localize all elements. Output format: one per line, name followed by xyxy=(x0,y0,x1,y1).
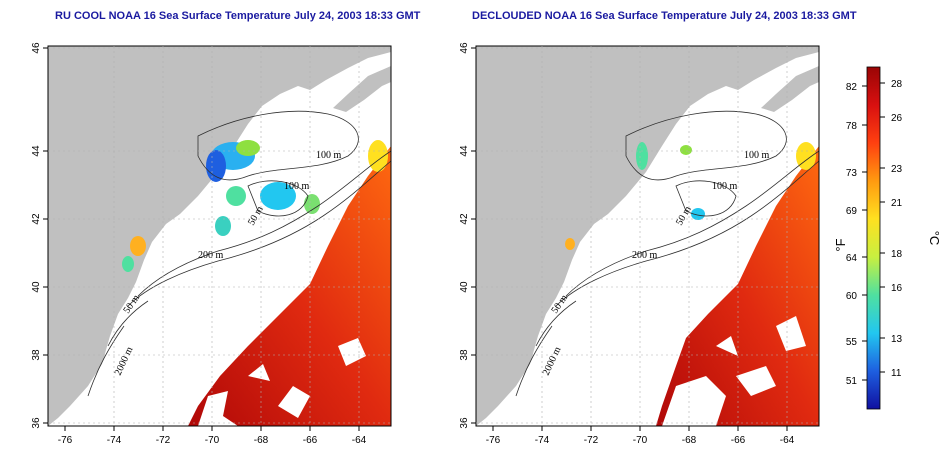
fahrenheit-tick-label: 82 xyxy=(846,82,858,93)
land-nova-scotia xyxy=(761,66,819,112)
fahrenheit-tick-label: 51 xyxy=(846,376,858,387)
fahrenheit-tick-label: 64 xyxy=(846,253,858,264)
celsius-tick-label: 16 xyxy=(891,283,903,294)
fahrenheit-tick-label: 60 xyxy=(846,291,858,302)
fahrenheit-tick-label: 78 xyxy=(846,121,858,132)
land-mass xyxy=(476,46,819,426)
celsius-tick-label: 28 xyxy=(891,79,903,90)
lon-tick-label: -70 xyxy=(633,435,648,446)
fahrenheit-tick-label: 55 xyxy=(846,337,858,348)
sst-patches-cool xyxy=(565,142,816,250)
map-panel-raw: 100 m 100 m 200 m 50 m 50 m 2000 m xyxy=(47,45,392,427)
lon-tick-label: -72 xyxy=(584,435,599,446)
lon-tick-label: -64 xyxy=(780,435,795,446)
contour-label-100m-a: 100 m xyxy=(316,150,342,161)
contour-label-200m: 200 m xyxy=(632,250,658,261)
axes-declouded: -76 -74 -72 -70 -68 -66 -64 36 38 40 42 44 46 xyxy=(459,42,819,446)
contour-label-200m: 200 m xyxy=(198,250,224,261)
lon-tick-label: -68 xyxy=(682,435,697,446)
colorbar-gradient xyxy=(866,66,881,410)
fahrenheit-unit-label: °F xyxy=(833,238,848,251)
sst-warm-region xyxy=(656,146,819,426)
lat-tick-label: 40 xyxy=(459,281,470,293)
lat-tick-label: 36 xyxy=(31,417,42,429)
fahrenheit-tick-label: 69 xyxy=(846,206,858,217)
lat-tick-label: 38 xyxy=(459,349,470,361)
lat-tick-label: 42 xyxy=(31,213,42,225)
map-title-raw: RU COOL NOAA 16 Sea Surface Temperature … xyxy=(55,10,421,22)
lat-tick-label: 38 xyxy=(31,349,42,361)
celsius-tick-label: 13 xyxy=(891,334,903,345)
contour-label-100m-a: 100 m xyxy=(744,150,770,161)
lat-tick-label: 36 xyxy=(459,417,470,429)
cloud-gaps xyxy=(662,316,806,426)
lon-tick-label: -70 xyxy=(205,435,220,446)
lon-tick-label: -66 xyxy=(303,435,318,446)
contour-label-100m-b: 100 m xyxy=(712,181,738,192)
sst-patches-cool xyxy=(122,140,388,272)
lon-tick-label: -68 xyxy=(254,435,269,446)
celsius-tick-label: 11 xyxy=(891,368,902,379)
cloud-gaps xyxy=(198,338,366,426)
lon-tick-label: -64 xyxy=(352,435,367,446)
lon-tick-label: -74 xyxy=(107,435,122,446)
map-title-declouded: DECLOUDED NOAA 16 Sea Surface Temperatur… xyxy=(472,10,857,22)
celsius-tick-label: 18 xyxy=(891,249,903,260)
celsius-unit-label: °C xyxy=(927,231,942,246)
fahrenheit-tick-label: 73 xyxy=(846,168,858,179)
bathymetry-contours xyxy=(515,110,820,397)
land-nova-scotia xyxy=(333,66,391,112)
contour-label-100m-b: 100 m xyxy=(284,181,310,192)
land-mass xyxy=(48,46,391,426)
lon-tick-label: -66 xyxy=(731,435,746,446)
celsius-tick-label: 21 xyxy=(891,198,903,209)
celsius-tick-label: 26 xyxy=(891,113,903,124)
bathymetry-contours xyxy=(87,110,392,397)
sst-warm-region xyxy=(188,146,391,426)
celsius-tick-label: 23 xyxy=(891,164,903,175)
lat-tick-label: 46 xyxy=(31,42,42,54)
map-panel-declouded: 100 m 100 m 200 m 50 m 50 m 2000 m xyxy=(475,45,820,427)
lon-tick-label: -74 xyxy=(535,435,550,446)
lon-tick-label: -72 xyxy=(156,435,171,446)
lat-tick-label: 40 xyxy=(31,281,42,293)
lat-tick-label: 44 xyxy=(31,145,42,157)
colorbar: 82 78 73 69 64 60 55 51 28 26 23 21 18 16 13 11 °F °C xyxy=(833,66,942,410)
lat-tick-label: 46 xyxy=(459,42,470,54)
lat-tick-label: 44 xyxy=(459,145,470,157)
lat-tick-label: 42 xyxy=(459,213,470,225)
colorbar-ticks: 82 78 73 69 64 60 55 51 28 26 23 21 18 16 13 11 xyxy=(846,79,903,387)
axes-raw: -76 -74 -72 -70 -68 -66 -64 36 38 40 42 44 46 xyxy=(31,42,391,446)
lon-tick-label: -76 xyxy=(58,435,73,446)
lon-tick-label: -76 xyxy=(486,435,501,446)
